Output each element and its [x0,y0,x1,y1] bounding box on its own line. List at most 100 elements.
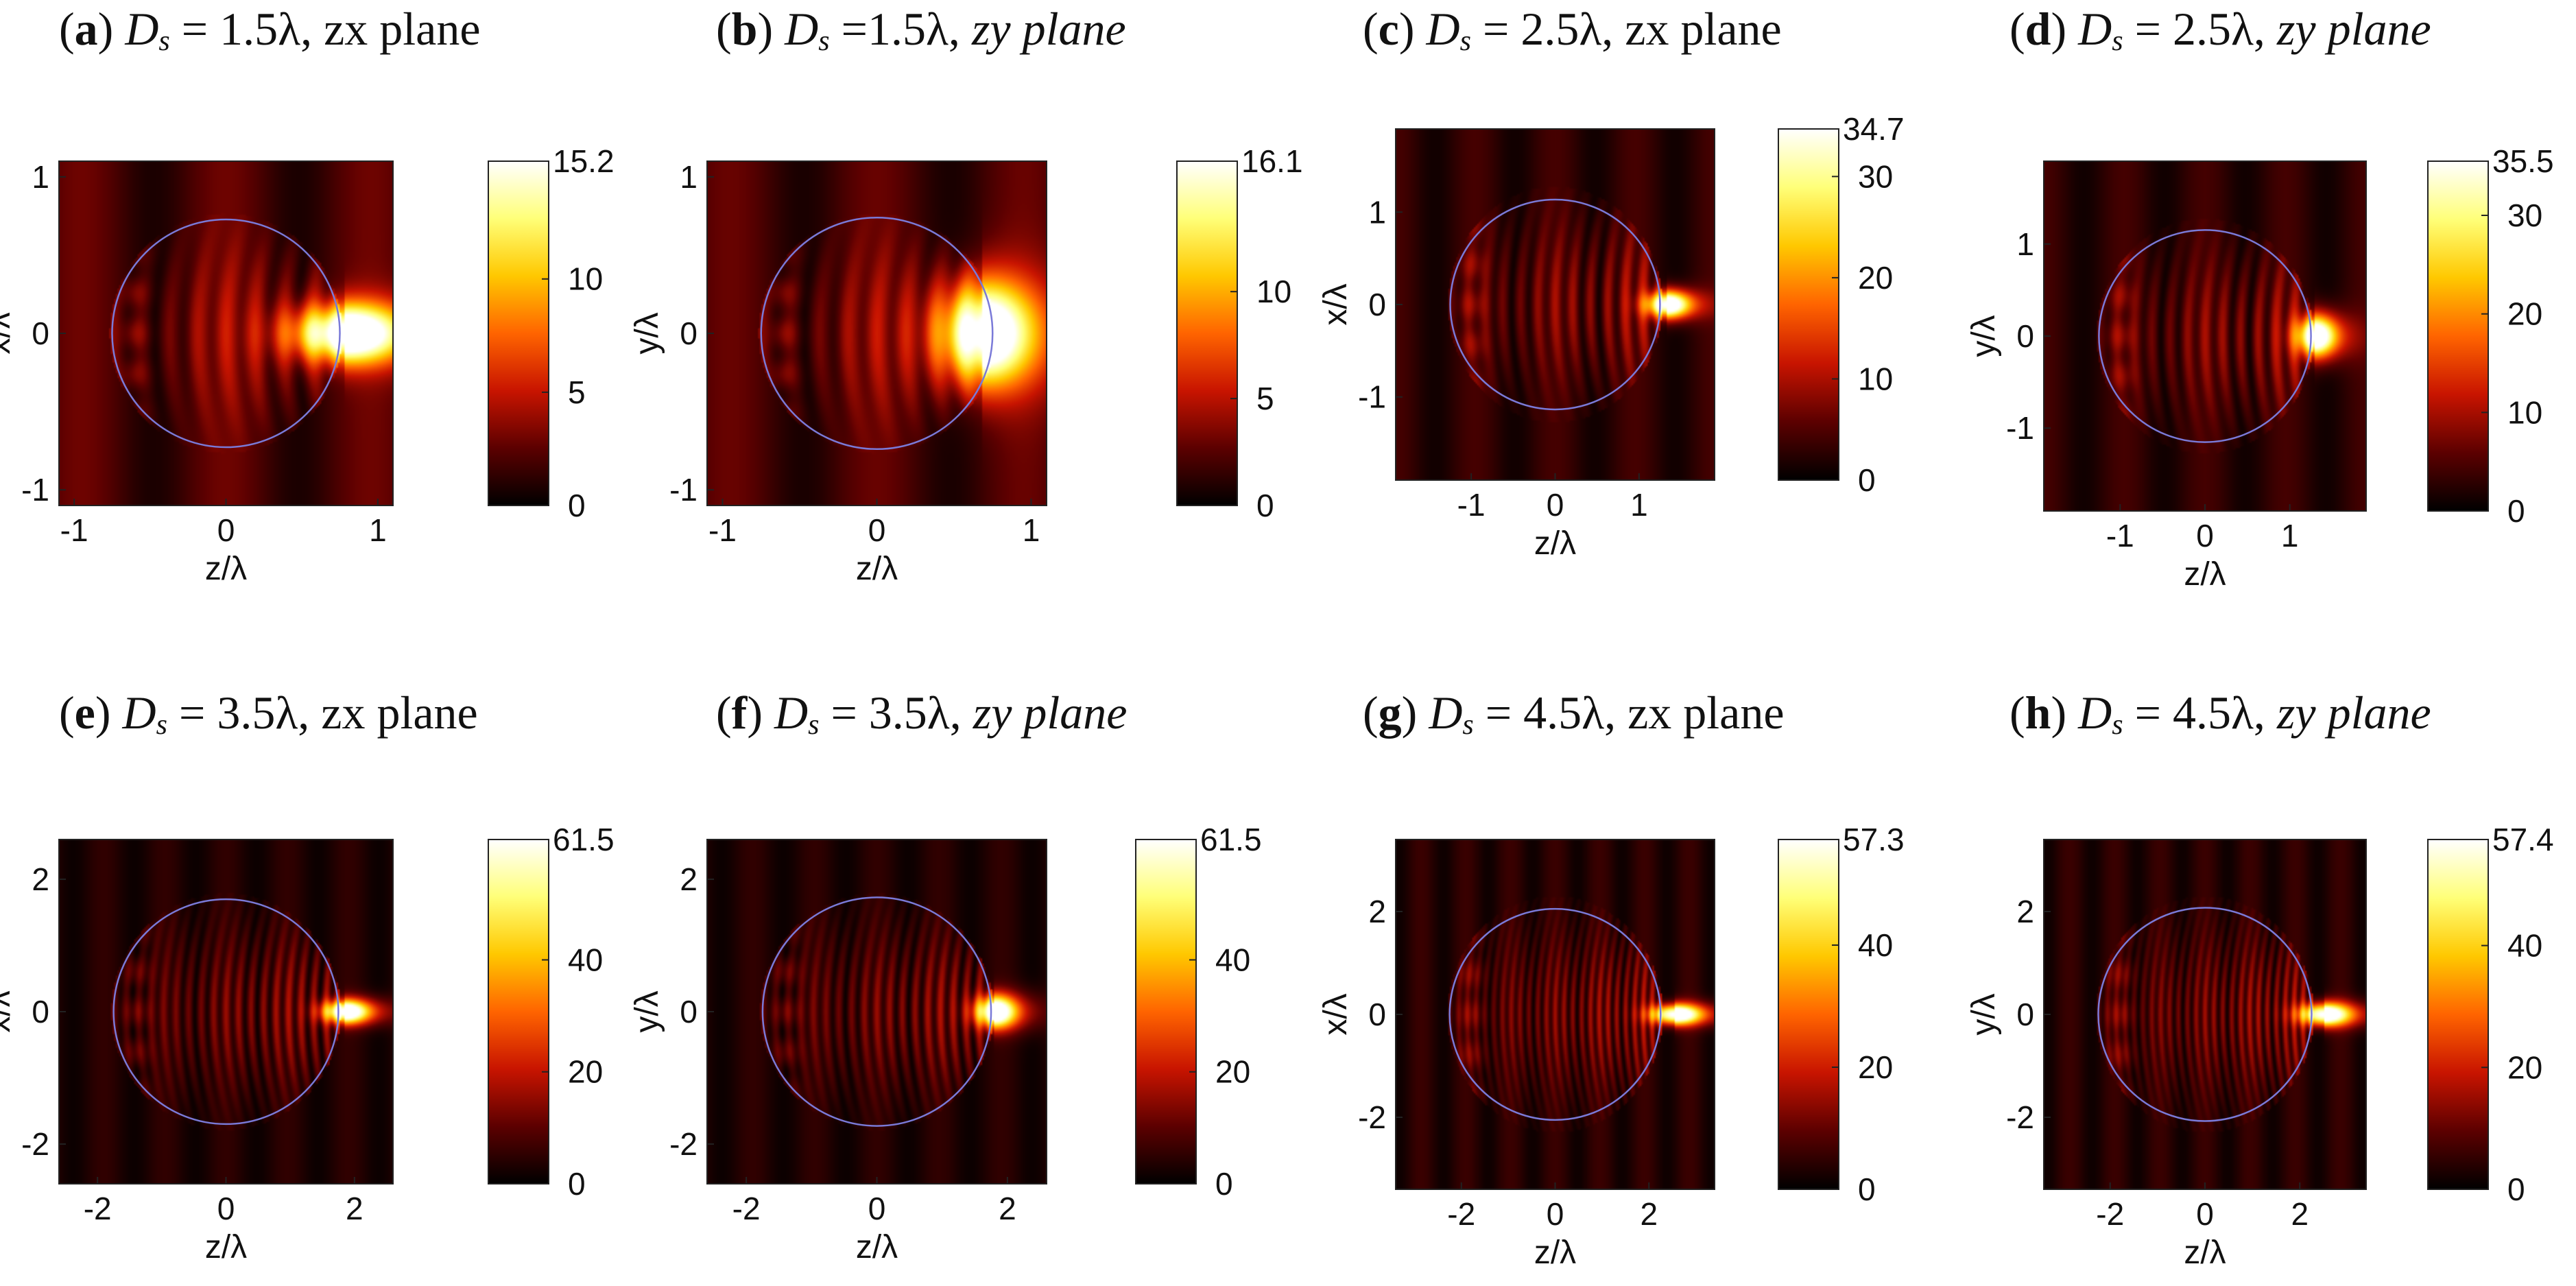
y-tick-label: -2 [669,1126,697,1162]
panel-title-c: (c) Ds = 2.5λ, zx plane [1363,3,1782,57]
colorbar-tick-label: 30 [2507,198,2542,233]
colorbar-tick-label: 0 [568,488,586,523]
x-tick-label: -1 [60,512,88,548]
x-tick-label: 1 [369,512,387,548]
colorbar-max-label: 16.1 [1241,143,1303,179]
sphere-boundary [2097,907,2313,1122]
x-tick-label: 0 [1547,487,1564,523]
intensity-heatmap [2044,840,2366,1189]
x-tick-label: -1 [1457,487,1486,523]
x-tick-label: 2 [2291,1196,2309,1232]
colorbar-tick-label: 20 [1858,260,1893,296]
colorbar: 0 10 20 30 34.7 [1778,111,1905,498]
colorbar-tick-label: 0 [2507,493,2525,529]
colorbar-tick-label: 0 [2507,1171,2525,1207]
x-tick-label: -2 [84,1191,112,1226]
colorbar-max-label: 34.7 [1843,111,1905,147]
y-tick-label: 0 [1368,287,1386,322]
colorbar-gradient [2427,160,2489,512]
panel-c: -1 0 1 -1 0 1 z/λ x/λ 0 10 20 30 34.7 [1317,111,1905,562]
y-tick-label: 1 [2016,226,2034,262]
colorbar-tick-label: 5 [1256,381,1274,416]
panel-b: -1 0 1 -1 0 1 z/λ y/λ 0 5 10 16.1 [629,143,1303,587]
x-axis-label: z/λ [856,1229,898,1265]
y-tick-label: 2 [680,861,697,897]
panel-title-e: (e) Ds = 3.5λ, zx plane [59,687,478,741]
sphere-boundary [761,896,992,1127]
panel-title-d: (d) Ds = 2.5λ, zy plane [2009,3,2431,57]
y-tick-label: -2 [2006,1099,2034,1135]
sphere-boundary [760,217,994,450]
plane-label: zy plane [971,3,1126,55]
intensity-heatmap [1396,840,1715,1189]
colorbar-tick-label: 5 [568,374,586,410]
colorbar-tick-label: 20 [1215,1054,1250,1090]
panel-e: -2 0 2 -2 0 2 z/λ x/λ 0 20 40 61.5 [0,822,615,1265]
y-tick-label: 0 [2016,318,2034,354]
sphere-boundary [112,898,339,1126]
colorbar-gradient [488,839,549,1184]
colorbar-tick-label: 0 [568,1166,586,1202]
intensity-heatmap [59,161,393,505]
y-tick-label: 0 [32,315,49,351]
y-axis-label: y/λ [1966,993,2002,1035]
intensity-heatmap [707,840,1047,1184]
x-tick-label: 1 [1630,487,1648,523]
y-tick-label: 2 [32,861,49,897]
ds-value: =1.5λ, [841,3,960,55]
plane-label: zx plane [1625,3,1782,55]
colorbar-tick-label: 40 [1858,927,1893,963]
ds-value: = 2.5λ, [2134,3,2265,55]
colorbar-tick-label: 20 [568,1054,603,1090]
x-tick-label: 0 [217,512,235,548]
ds-value: = 1.5λ, [181,3,313,55]
y-tick-label: 2 [1368,894,1386,929]
colorbar: 0 5 10 15.2 [488,143,615,523]
panel-title-h: (h) Ds = 4.5λ, zy plane [2009,687,2431,741]
y-axis-label: y/λ [629,312,665,354]
ds-value: = 3.5λ, [831,687,962,739]
x-tick-label: 2 [346,1191,363,1226]
panel-title-f: (f) Ds = 3.5λ, zy plane [716,687,1128,741]
x-tick-label: 0 [2196,518,2214,553]
x-axis-label: z/λ [856,551,898,587]
colorbar-tick-label: 0 [1858,1171,1876,1207]
y-tick-label: 0 [680,994,697,1029]
y-tick-label: -1 [2006,410,2034,446]
panel-a: -1 0 1 -1 0 1 z/λ x/λ 0 5 10 15.2 [0,143,615,587]
y-axis-label: y/λ [1966,315,2002,357]
x-axis-label: z/λ [1534,1235,1576,1271]
x-axis-label: z/λ [2184,556,2226,593]
x-tick-label: -2 [2096,1196,2124,1232]
y-tick-label: 1 [1368,194,1386,230]
colorbar-tick-label: 10 [1256,274,1291,309]
colorbar-gradient [1778,128,1839,481]
colorbar: 0 5 10 16.1 [1176,143,1303,523]
y-axis-label: x/λ [0,990,17,1032]
colorbar-tick-label: 20 [2507,296,2542,332]
colorbar-tick-label: 20 [1858,1049,1893,1085]
panel-d: -1 0 1 -1 0 1 z/λ y/λ 0 10 20 30 35.5 [1966,143,2554,593]
colorbar: 0 10 20 30 35.5 [2427,143,2554,529]
colorbar-max-label: 61.5 [553,822,615,857]
colorbar-tick-label: 40 [2507,928,2542,964]
colorbar-gradient [1176,160,1238,506]
panel-letter: g [1378,687,1402,739]
x-tick-label: 2 [999,1191,1016,1226]
x-axis-label: z/λ [1534,525,1576,562]
colorbar: 0 20 40 61.5 [1135,822,1262,1202]
x-axis-label: z/λ [205,1229,247,1265]
sphere-boundary [1449,198,1661,411]
colorbar-max-label: 61.5 [1200,822,1262,857]
x-tick-label: -1 [2106,518,2134,553]
x-tick-label: 2 [1640,1196,1658,1232]
colorbar-tick-label: 10 [568,261,603,297]
ds-value: = 3.5λ, [178,687,310,739]
plane-label: zx plane [321,687,478,739]
y-tick-label: -1 [1358,379,1386,415]
colorbar-tick-label: 0 [1858,462,1876,498]
panel-g: -2 0 2 -2 0 2 z/λ x/λ 0 20 40 57.3 [1317,822,1905,1271]
sphere-boundary [1448,907,1662,1121]
colorbar-tick-label: 10 [2507,394,2542,430]
